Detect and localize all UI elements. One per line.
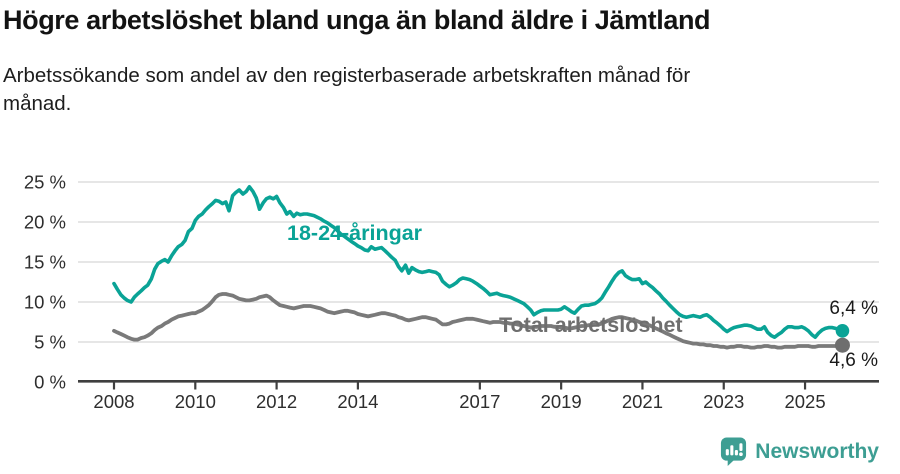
newsworthy-logo: Newsworthy — [719, 436, 879, 467]
x-tick-label: 2010 — [175, 391, 216, 412]
x-tick-label: 2019 — [541, 391, 582, 412]
end-value-label-total: 4,6 % — [829, 350, 878, 371]
series-line-total — [112, 292, 845, 350]
newsworthy-wordmark: Newsworthy — [755, 439, 879, 463]
x-tick-label: 2014 — [337, 391, 378, 412]
x-tick-label: 2017 — [459, 391, 500, 412]
newsworthy-icon — [721, 437, 747, 466]
y-tick-label: 10 % — [24, 292, 66, 313]
x-tick-label: 2008 — [93, 391, 134, 412]
end-value-label-18-24: 6,4 % — [829, 298, 878, 319]
y-tick-label: 25 % — [24, 172, 66, 193]
series-label-total: Total arbetslöshet — [499, 313, 683, 337]
x-tick-label: 2012 — [256, 391, 297, 412]
x-tick-label: 2021 — [622, 391, 663, 412]
y-tick-label: 15 % — [24, 252, 66, 273]
y-tick-label: 5 % — [34, 332, 66, 353]
series-end-dot-18-24 — [835, 324, 850, 338]
x-tick-label: 2023 — [703, 391, 744, 412]
series-label-18-24: 18-24-åringar — [287, 221, 423, 245]
series-end-dot-total — [834, 337, 850, 353]
series-line-18-24 — [112, 185, 845, 340]
x-tick-label: 2025 — [784, 391, 825, 412]
chart-title: Högre arbetslöshet bland unga än bland ä… — [3, 5, 711, 35]
y-tick-label: 20 % — [24, 212, 66, 233]
chart-subtitle: Arbetssökande som andel av den registerb… — [3, 64, 691, 116]
y-tick-label: 0 % — [34, 372, 66, 393]
